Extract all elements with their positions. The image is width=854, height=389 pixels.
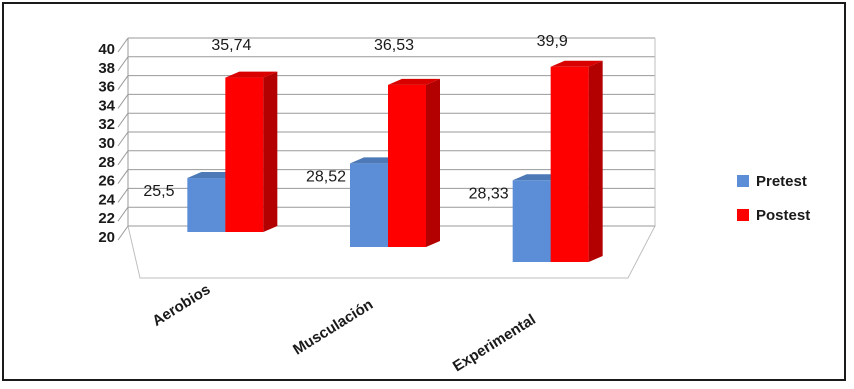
gridline-side [117,150,129,166]
bar-pretest-1 [350,163,388,247]
bar-top-postest-1 [388,78,440,85]
y-tick-label: 34 [98,97,115,114]
category-label: Musculación [290,296,376,359]
bar-postest-2 [550,66,589,262]
y-tick-label: 32 [98,116,115,133]
data-label: 36,53 [374,37,414,54]
gridline-side [117,56,129,72]
bar-pretest-2 [512,180,551,262]
category-label: Aerobios [149,281,213,330]
legend-label: Pretest [756,173,807,190]
gridline-side [117,37,129,53]
gridline-side [117,131,129,147]
legend-swatch [737,175,749,187]
category-label: Experimental [450,311,539,375]
bar-top-postest-2 [550,60,603,67]
data-label: 35,74 [211,37,251,54]
bar-postest-0 [225,77,264,232]
gridline-side [117,206,129,222]
gridline-side [117,225,129,241]
bar-top-postest-0 [225,71,278,78]
y-tick-label: 38 [98,60,115,77]
bar-side-postest-2 [588,60,603,262]
legend-label: Postest [756,207,810,224]
y-tick-label: 26 [98,173,115,190]
y-tick-label: 24 [98,191,115,208]
data-label: 28,33 [469,185,509,202]
bar-pretest-0 [187,178,226,232]
y-tick-label: 28 [98,154,115,171]
bar-side-postest-1 [426,78,440,247]
gridline-side [117,94,129,109]
gridline-side [117,169,129,184]
gridline-side [117,188,129,203]
y-tick-label: 40 [98,41,115,58]
data-label: 25,5 [143,183,174,200]
bar-side-postest-0 [263,71,278,232]
y-tick-label: 36 [98,79,115,96]
data-label: 39,9 [537,33,568,50]
legend-swatch [737,209,749,221]
y-tick-label: 22 [98,210,115,227]
y-tick-label: 20 [98,229,115,246]
gridline-side [117,112,129,128]
data-label: 28,52 [306,168,346,185]
y-tick-label: 30 [98,135,115,152]
bar-postest-1 [388,84,426,247]
gridline-side [117,75,129,90]
